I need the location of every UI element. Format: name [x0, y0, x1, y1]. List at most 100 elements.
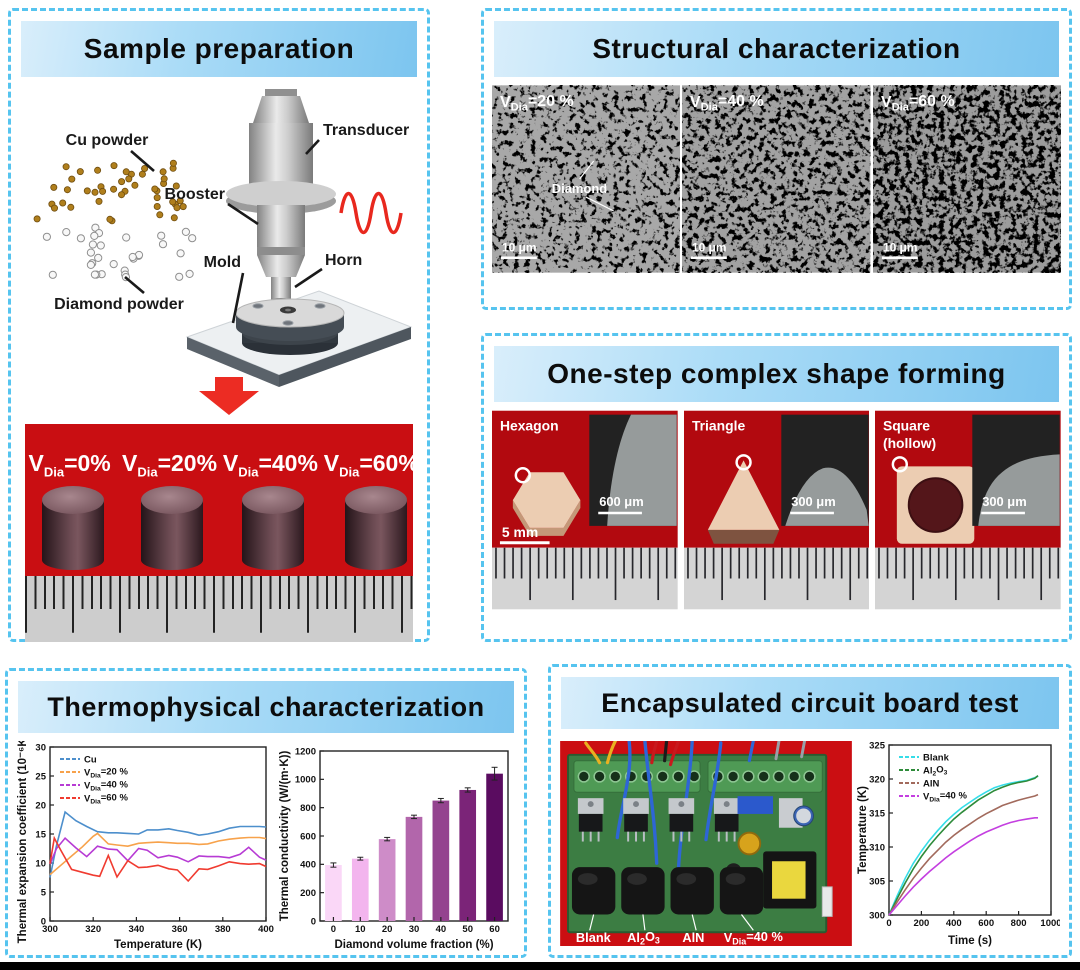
legend-label: VDia=60 %: [84, 792, 128, 805]
svg-text:600: 600: [300, 831, 316, 842]
transducer-label: Transducer: [323, 122, 409, 139]
legend-label: Cu: [84, 754, 97, 765]
panel-header-thermophysical: Thermophysical characterization: [18, 681, 514, 733]
legend-label: Al2O3: [923, 764, 948, 777]
svg-text:380: 380: [215, 924, 231, 935]
svg-text:50: 50: [462, 924, 473, 935]
panel-shape-forming: One-step complex shape forming Hexagon 6…: [481, 333, 1072, 642]
sample-label-20: VDia=20%: [122, 450, 218, 480]
sonotrode: [226, 89, 336, 304]
svg-text:30: 30: [35, 742, 46, 753]
scale-bar-text: 10 μm: [502, 241, 537, 255]
sample-cylinder: [345, 486, 408, 570]
diamond-annotation: Diamond: [552, 181, 607, 196]
square-hole: [909, 478, 963, 532]
transducer-leader: [305, 139, 320, 155]
label-leaders: [589, 913, 754, 931]
sem-image-20: VDia=20 % Diamond 10 μm: [492, 85, 681, 273]
diamond-powder-label: Diamond powder: [54, 296, 184, 313]
horn-label: Horn: [325, 252, 362, 269]
svg-text:0: 0: [886, 918, 891, 929]
bar: [432, 800, 450, 921]
panel-header-shape-forming: One-step complex shape forming: [494, 346, 1059, 402]
series-line: [888, 793, 1039, 916]
down-arrow-icon: [199, 377, 259, 415]
shape-image-triangle: Triangle 300 μm: [683, 410, 870, 610]
sem-label: VDia=20 %: [500, 93, 574, 114]
booster-leader: [227, 202, 259, 226]
scale-bar-text: 5 mm: [502, 524, 538, 540]
sample-cylinder: [141, 486, 204, 570]
plot-area: [49, 746, 267, 922]
panel-circuit-board: Encapsulated circuit board test: [548, 664, 1072, 958]
svg-text:30: 30: [409, 924, 420, 935]
series-line: [888, 817, 1038, 916]
svg-text:60: 60: [489, 924, 500, 935]
sem-label: VDia=60 %: [881, 93, 955, 114]
mold-leader: [231, 272, 245, 324]
hexagon-sample: [512, 472, 581, 528]
ruler: [683, 547, 870, 610]
sem-label: VDia=40 %: [690, 93, 764, 114]
sample-label-40: VDia=40%: [222, 450, 318, 480]
panel-title: Sample preparation: [83, 33, 355, 64]
scale-bar-text: 10 μm: [883, 241, 918, 255]
board-label-vdia40: VDia=40 %: [724, 928, 784, 945]
panel-title: Encapsulated circuit board test: [601, 687, 1019, 718]
legend-label: Blank: [923, 752, 950, 763]
svg-text:600: 600: [978, 918, 994, 929]
panel-header-circuit-board: Encapsulated circuit board test: [561, 677, 1059, 729]
svg-text:300: 300: [869, 910, 885, 921]
cu-powder-label: Cu powder: [66, 132, 149, 149]
annotation-leader: [579, 160, 595, 180]
board-label-aln: AlN: [682, 930, 704, 945]
circuit-board-photo: Blank Al2O3 AlN VDia=40 %: [560, 740, 852, 946]
svg-text:310: 310: [869, 842, 885, 853]
legend-label: VDia=40 %: [923, 790, 967, 803]
svg-text:1000: 1000: [1040, 918, 1060, 929]
sample-preparation-diagram: Cu powder Diamond powder: [33, 89, 413, 415]
hexagon-side: [512, 500, 581, 536]
y-axis-label: Thermal expansion coefficient (10⁻⁶K⁻¹): [17, 741, 29, 943]
diamond-powder-dots: [42, 223, 197, 282]
corner-marker-icon: [514, 467, 531, 484]
svg-text:340: 340: [128, 924, 144, 935]
svg-text:5: 5: [41, 887, 47, 898]
inset-scale-text: 600 μm: [599, 494, 643, 509]
svg-text:800: 800: [1011, 918, 1027, 929]
svg-text:1200: 1200: [295, 746, 316, 757]
shape-label: Square (hollow): [883, 418, 936, 451]
legend-label: VDia=20 %: [84, 766, 128, 779]
diamond-powder-leader: [124, 276, 145, 294]
bar: [378, 839, 396, 921]
shape-image-hexagon: Hexagon 600 μm 5 mm: [492, 410, 678, 610]
triangle-sample: [707, 460, 779, 530]
svg-text:10: 10: [355, 924, 366, 935]
scale-bar-text: 10 μm: [692, 241, 727, 255]
svg-text:0: 0: [41, 916, 46, 927]
encapsulated-sample: [621, 866, 665, 914]
sample-label-0: VDia=0%: [28, 450, 111, 480]
sample-label-60: VDia=60%: [323, 450, 413, 480]
bar: [405, 816, 423, 921]
svg-text:325: 325: [869, 740, 886, 751]
series-line: [888, 774, 1039, 916]
panel-thermophysical: Thermophysical characterization 300 320 34…: [5, 668, 527, 958]
y-axis-label: Thermal conductivity (W/(m·K)): [279, 751, 291, 922]
annotation-leader: [585, 196, 614, 212]
bar: [325, 865, 342, 921]
panel-sample-preparation: Sample preparation Cu powder Diamond pow…: [8, 8, 430, 642]
mold: [185, 290, 413, 387]
board-label-al2o3: Al2O3: [627, 928, 660, 945]
board-label-blank: Blank: [576, 930, 612, 945]
chart-thermal-expansion: 300 320 340 360 380 400 0 5 10 15 20 25 30 Temperatur…: [17, 741, 274, 951]
encapsulated-sample: [571, 866, 616, 914]
svg-text:200: 200: [913, 918, 929, 929]
svg-text:800: 800: [300, 803, 316, 814]
mold-label: Mold: [204, 254, 241, 271]
svg-text:15: 15: [35, 829, 46, 840]
svg-text:0: 0: [311, 916, 316, 927]
svg-text:320: 320: [869, 774, 885, 785]
shape-label: Hexagon: [500, 418, 559, 434]
